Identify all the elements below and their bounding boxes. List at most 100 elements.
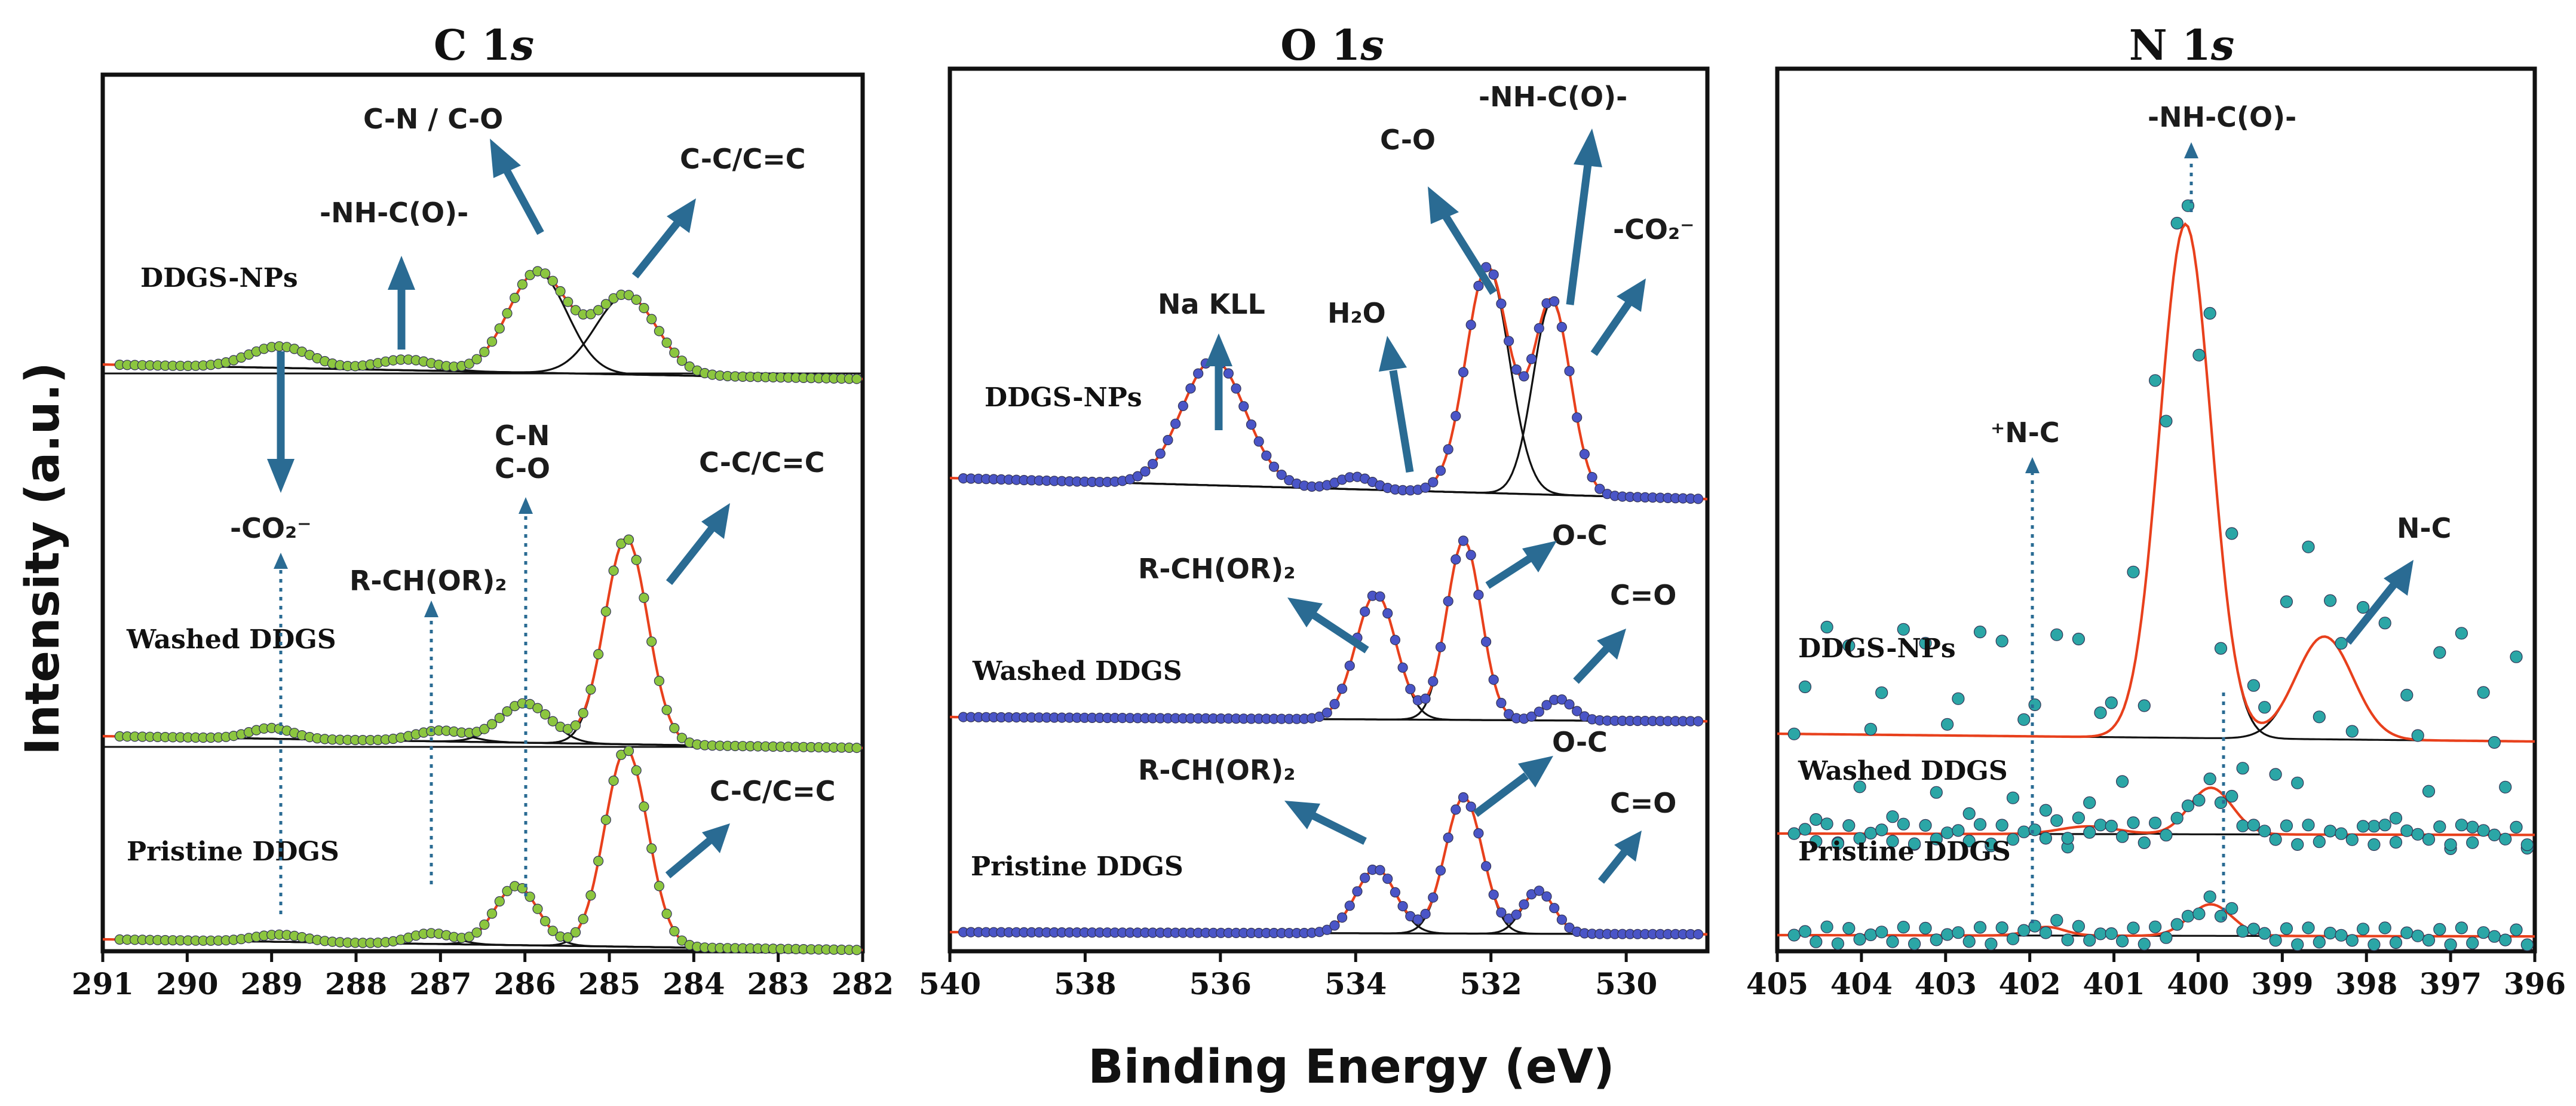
data-marker (2368, 938, 2381, 951)
data-marker (1329, 920, 1340, 931)
data-marker (1390, 635, 1400, 645)
data-marker (1375, 591, 1385, 602)
data-marker (593, 856, 604, 866)
peak-annotation: C-O (1380, 124, 1436, 156)
peak-annotation: C-N (495, 419, 550, 452)
data-marker (631, 295, 642, 305)
data-marker (494, 323, 505, 334)
data-marker (1820, 620, 1833, 634)
data-marker (1798, 680, 1812, 694)
data-marker (1450, 804, 1461, 815)
data-marker (1473, 589, 1484, 601)
data-marker (2203, 772, 2216, 786)
spectra-c1s (102, 266, 863, 955)
data-marker (1443, 832, 1453, 843)
data-marker (464, 359, 475, 369)
data-marker (1897, 623, 1910, 636)
data-marker (1465, 550, 1476, 560)
data-marker (1853, 780, 1866, 793)
data-marker (1995, 819, 2008, 832)
peak-annotation: R-CH(OR)₂ (349, 565, 507, 597)
data-marker (1886, 810, 1899, 823)
data-marker (2247, 923, 2260, 936)
annotations-c1s: C-N / C-O -NH-C(O)- C-C/C=C -CO₂⁻ C-N C-… (230, 103, 836, 914)
series-label: DDGS-NPs (985, 382, 1142, 413)
x-tick-label: 287 (409, 966, 471, 1001)
data-marker (479, 919, 490, 930)
data-marker (1810, 835, 1823, 848)
data-marker (1481, 861, 1492, 872)
x-tick-label: 405 (1746, 966, 1808, 1001)
data-marker (1443, 596, 1453, 606)
data-marker (608, 775, 619, 786)
data-marker (2411, 929, 2424, 942)
data-marker (2302, 540, 2315, 553)
data-marker (2455, 627, 2468, 640)
arrowhead (1284, 801, 1320, 829)
data-marker (1564, 699, 1575, 710)
arrowhead (1614, 831, 1642, 862)
data-marker (1231, 383, 1241, 394)
data-marker (2258, 701, 2271, 714)
data-marker (2389, 811, 2403, 825)
data-marker (1246, 419, 1257, 430)
data-marker (2225, 902, 2238, 915)
data-marker (2214, 909, 2228, 923)
data-marker (669, 926, 680, 937)
data-marker (563, 932, 574, 943)
x-tick-label: 283 (747, 966, 809, 1001)
data-marker (1344, 900, 1355, 911)
data-marker (2520, 938, 2534, 951)
annotation-arrow (1442, 214, 1497, 295)
y-axis-title: Intensity (a.u.) (16, 362, 70, 755)
data-marker (2170, 216, 2184, 230)
data-marker (2105, 819, 2118, 833)
data-marker (2225, 789, 2238, 803)
data-marker (1360, 606, 1370, 617)
spectra-n1s (1777, 199, 2535, 951)
peak-annotation: C=O (1610, 787, 1676, 819)
data-marker (578, 914, 588, 924)
data-marker (2378, 819, 2391, 832)
x-tick-label: 403 (1915, 966, 1977, 1001)
data-marker (1223, 368, 1234, 379)
data-marker (2006, 932, 2020, 945)
series-label: DDGS-NPs (1798, 633, 1956, 664)
data-marker (1397, 900, 1408, 912)
data-marker (631, 554, 642, 565)
data-marker (2247, 679, 2260, 692)
data-marker (1549, 903, 1560, 914)
annotations-n1s: -NH-C(O)- ⁺N-C N-C (1991, 101, 2451, 923)
data-marker (1820, 817, 1833, 831)
data-marker (1534, 886, 1544, 896)
panel-c1s: C 1s 291 290 289 288 287 286 285 284 283 282 DDGS… (72, 20, 894, 1001)
data-marker (2181, 909, 2195, 923)
data-marker (486, 908, 498, 919)
data-marker (2094, 706, 2107, 719)
data-marker (2138, 699, 2151, 712)
data-marker (1908, 937, 1921, 951)
data-marker (1420, 482, 1431, 493)
series-label: Washed DDGS (126, 624, 336, 655)
data-marker (1329, 698, 1340, 710)
data-marker (623, 746, 634, 756)
data-marker (2280, 819, 2293, 832)
data-marker (539, 709, 551, 720)
data-marker (2039, 804, 2052, 817)
data-marker (2083, 934, 2096, 947)
data-marker (2466, 836, 2479, 849)
data-marker (646, 636, 657, 647)
data-marker (1897, 920, 1910, 934)
data-marker (1693, 494, 1704, 504)
data-marker (2477, 824, 2490, 837)
spectra-o1s (949, 262, 1708, 940)
data-marker (2017, 713, 2031, 726)
data-marker (2335, 636, 2348, 650)
data-marker (2324, 825, 2337, 838)
data-marker (1556, 321, 1567, 333)
peak-annotation: ⁺N-C (1991, 416, 2060, 449)
data-marker (1787, 727, 1801, 740)
x-tick-label: 532 (1460, 966, 1522, 1001)
data-marker (471, 354, 482, 364)
data-marker (851, 373, 862, 384)
